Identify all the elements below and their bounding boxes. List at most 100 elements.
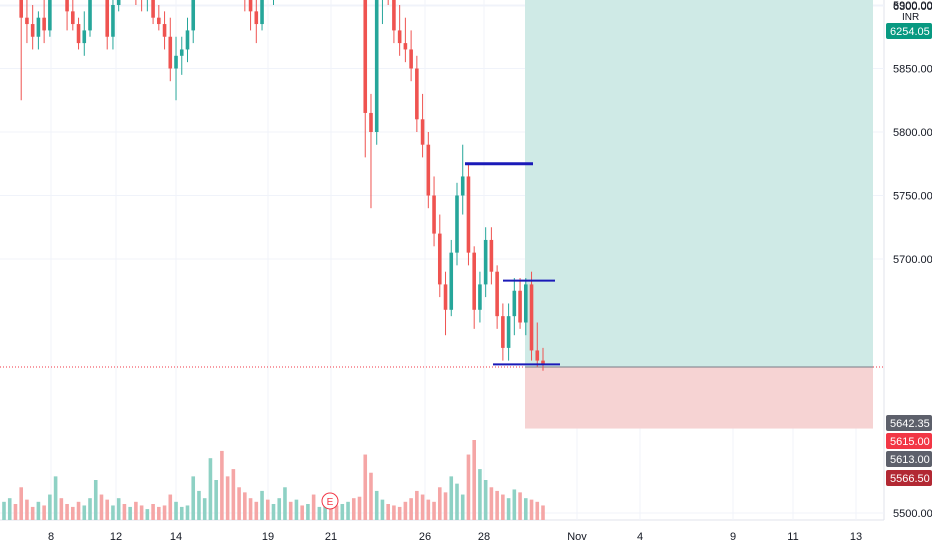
candle-body <box>151 0 155 18</box>
volume-bar <box>346 501 350 520</box>
price-badge-label: 5613.00 <box>890 454 930 466</box>
candle <box>19 0 24 101</box>
candle <box>76 17 81 50</box>
price-badge: 5566.50 <box>886 470 932 486</box>
volume-bar <box>455 483 459 520</box>
candle <box>449 239 454 317</box>
candle <box>409 30 413 82</box>
long-position-tool[interactable] <box>0 0 884 429</box>
candle <box>191 0 196 44</box>
volume-bar <box>323 501 327 520</box>
volume-bar <box>437 487 442 520</box>
volume-bar <box>380 499 385 520</box>
volume-bar <box>392 505 396 520</box>
candle <box>392 0 396 44</box>
candle-body <box>506 316 511 348</box>
x-tick-label: 26 <box>419 531 431 543</box>
volume-bar <box>2 501 6 520</box>
candle <box>489 227 494 285</box>
y-tick-label: 6300.00 <box>893 1 932 13</box>
candle <box>273 0 274 5</box>
candle-body <box>523 284 528 323</box>
volume-bar <box>478 469 482 520</box>
candle <box>512 278 517 336</box>
volume-bars: E <box>2 440 545 520</box>
candle <box>387 0 389 5</box>
volume-bar <box>489 487 494 520</box>
volume-bar <box>82 505 87 520</box>
candle <box>168 17 173 82</box>
candle-body <box>248 0 253 12</box>
candle <box>42 0 46 44</box>
volume-bar <box>151 504 155 520</box>
candle-body <box>48 0 52 31</box>
volume-bar <box>288 501 293 520</box>
volume-bar <box>157 506 161 520</box>
volume-bar <box>7 498 12 520</box>
candle <box>151 0 155 25</box>
candle <box>248 0 253 31</box>
candle-body <box>466 176 471 253</box>
candle-body <box>374 0 379 133</box>
candles[interactable] <box>2 0 545 371</box>
volume-bar <box>105 499 110 520</box>
volume-bar <box>174 501 178 520</box>
candle-body <box>437 233 442 285</box>
y-tick-label: 5800.00 <box>893 127 932 139</box>
y-tick-label: 5900.00 <box>893 0 932 12</box>
candle <box>146 0 148 12</box>
candle <box>36 11 41 50</box>
candle <box>518 278 522 329</box>
y-tick-label: 5750.00 <box>893 191 932 203</box>
price-badge-bg <box>886 23 932 39</box>
candle <box>437 214 442 298</box>
volume-bar <box>363 454 368 520</box>
candle-body <box>483 239 488 285</box>
volume-bar <box>225 476 230 520</box>
candle-body <box>174 55 178 69</box>
volume-bar <box>466 454 471 520</box>
volume-bar <box>306 504 310 520</box>
volume-bar <box>340 504 345 520</box>
candle-body <box>76 24 81 44</box>
volume-bar <box>374 490 379 520</box>
earnings-marker-label: E <box>327 497 334 508</box>
candle-body <box>36 17 41 37</box>
candle <box>30 5 35 50</box>
candle-body <box>179 49 184 56</box>
volume-bar <box>334 505 339 520</box>
candle <box>460 144 465 215</box>
volume-bar <box>237 487 241 520</box>
candle-body <box>168 36 173 69</box>
volume-bar <box>300 505 304 520</box>
earnings-marker-circle <box>321 492 339 510</box>
candle <box>472 246 476 329</box>
candle-body <box>105 0 110 37</box>
volume-bar <box>311 494 316 520</box>
candle <box>157 5 161 31</box>
candle-body <box>460 176 465 196</box>
volume-bar <box>128 506 132 520</box>
volume-bar <box>231 469 236 520</box>
candle-body <box>415 68 419 120</box>
candle <box>374 0 379 145</box>
horizontal-levels[interactable] <box>465 162 560 366</box>
volume-bar <box>197 490 201 520</box>
candle-body <box>82 30 87 44</box>
candle <box>541 347 545 371</box>
price-axis[interactable]: 6300.006200.006150.006100.006050.006000.… <box>886 0 932 520</box>
volume-bar <box>483 480 488 520</box>
candle-body <box>162 24 167 37</box>
volume-bar <box>260 490 264 520</box>
candle-body <box>19 0 24 18</box>
x-tick-label: Nov <box>567 531 587 543</box>
candle-body <box>512 290 517 317</box>
candle <box>455 182 459 266</box>
candle <box>478 271 482 323</box>
price-badge-label: 5566.50 <box>890 473 930 485</box>
volume-bar <box>48 494 52 520</box>
volume-bar <box>202 498 207 520</box>
time-axis[interactable]: 8 12 14 19 21 26 28 Nov 4 9 11 13 <box>48 531 862 543</box>
candle-body <box>191 0 196 31</box>
